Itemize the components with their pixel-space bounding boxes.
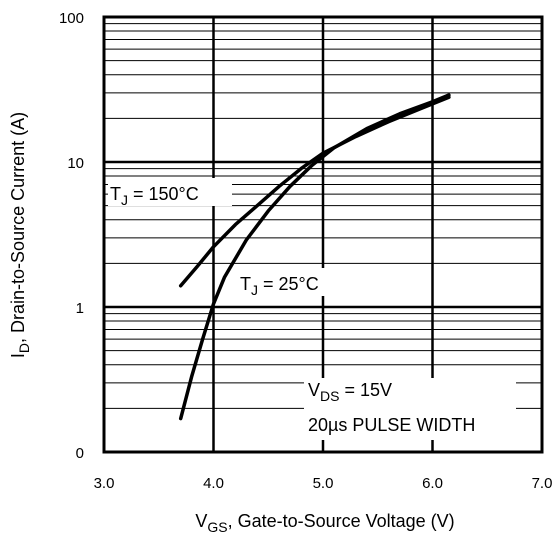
curve-25c xyxy=(178,93,451,421)
series-label-25c: TJ = 25°C xyxy=(240,274,319,298)
y-tick-label: 0 xyxy=(76,445,84,462)
y-tick-label: 10 xyxy=(67,155,84,172)
label-25c-background xyxy=(236,268,342,296)
x-tick-label: 5.0 xyxy=(313,475,334,492)
label-150c-background xyxy=(108,178,232,206)
series-label-150c: TJ = 150°C xyxy=(110,184,199,208)
plot-frame xyxy=(102,15,544,454)
x-axis-label: VGS, Gate-to-Source Voltage (V) xyxy=(195,511,454,535)
x-tick-label: 4.0 xyxy=(203,475,224,492)
y-axis-label: ID, Drain-to-Source Current (A) xyxy=(8,112,32,358)
tick-labels: 3.0 4.0 5.0 6.0 7.0 0 1 10 100 xyxy=(59,10,552,492)
y-tick-label: 100 xyxy=(59,10,84,27)
pulse-width-condition: 20µs PULSE WIDTH xyxy=(308,415,475,435)
curve-150c xyxy=(178,95,451,288)
y-tick-label: 1 xyxy=(76,300,84,317)
x-tick-label: 3.0 xyxy=(94,475,115,492)
conditions-background xyxy=(304,378,516,440)
curves xyxy=(178,93,451,421)
x-tick-label: 6.0 xyxy=(422,475,443,492)
vds-condition: VDS = 15V xyxy=(308,380,392,404)
x-tick-label: 7.0 xyxy=(532,475,553,492)
